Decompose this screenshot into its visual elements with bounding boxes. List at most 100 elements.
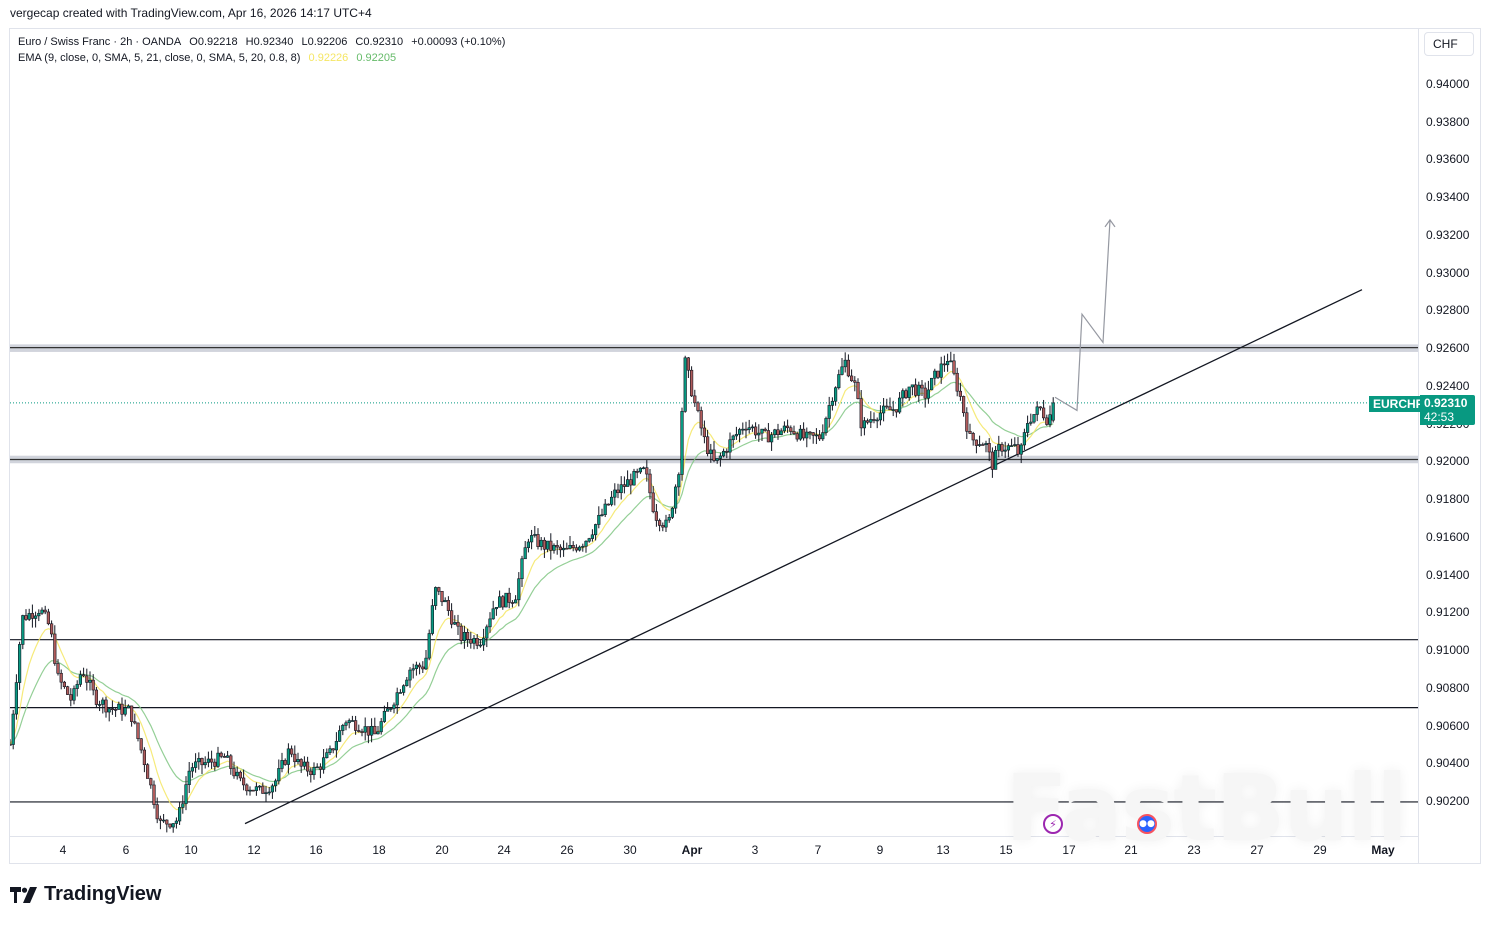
candle-body [1042, 407, 1046, 419]
candle-body [142, 749, 147, 766]
candle-body [741, 428, 745, 431]
candle-body [178, 807, 182, 822]
candle-body [923, 387, 927, 399]
time-tick: 12 [247, 843, 261, 857]
candle-body [427, 633, 431, 659]
candle-body [613, 489, 617, 498]
candle-body [757, 432, 761, 436]
currency-button[interactable]: CHF [1424, 32, 1474, 56]
candle-body [523, 547, 527, 560]
price-tick: 0.93200 [1426, 227, 1470, 242]
candle-body [130, 705, 134, 722]
price-tick: 0.90400 [1426, 756, 1470, 771]
candle-body [952, 360, 956, 374]
time-axis[interactable] [10, 836, 1418, 864]
candle-body [862, 420, 866, 429]
candle-body [536, 534, 540, 547]
chart-frame [9, 28, 1481, 864]
candle-body [197, 758, 201, 763]
chart-plot-area[interactable] [10, 29, 1418, 836]
candle-body [913, 384, 918, 396]
indicator-legend-row[interactable]: EMA (9, close, 0, SMA, 5, 21, close, 0, … [18, 50, 510, 66]
price-chart-canvas[interactable] [10, 29, 1418, 836]
time-tick: 6 [122, 843, 130, 857]
candle-body [133, 721, 137, 724]
candle-body [69, 694, 73, 701]
candle-body [462, 632, 467, 641]
candle-body [277, 768, 281, 782]
candle-body [574, 547, 578, 551]
candle-body [194, 761, 198, 768]
candle-body [40, 609, 44, 614]
candle-body [18, 644, 22, 683]
candle-body [395, 692, 399, 706]
candle-body [936, 370, 940, 378]
symbol-legend-row[interactable]: Euro / Swiss Franc · 2h · OANDA O0.92218… [18, 34, 510, 50]
time-tick: 13 [936, 843, 950, 857]
candle-body [165, 819, 169, 825]
candle-body [929, 377, 934, 391]
candle-body [1022, 432, 1026, 446]
candle-body [443, 600, 447, 603]
candle-body [88, 679, 92, 683]
candle-body [91, 679, 95, 691]
time-tick: Apr [681, 843, 703, 857]
candle-body [270, 785, 275, 793]
candle-body [1009, 445, 1014, 447]
candle-body [312, 767, 316, 776]
candle-body [146, 764, 150, 779]
candle-body [776, 429, 780, 436]
candle-body [158, 818, 163, 821]
candle-body [299, 759, 303, 767]
candle-body [337, 730, 342, 742]
candle-body [603, 503, 607, 515]
candle-body [606, 503, 610, 506]
candle-body [709, 449, 713, 454]
price-axis[interactable] [1418, 29, 1481, 863]
candle-body [213, 761, 217, 767]
price-tick: 0.91200 [1426, 605, 1470, 620]
ema-fast-value: 0.92226 [308, 52, 349, 64]
candle-body [53, 633, 57, 664]
candle-body [897, 397, 902, 413]
candle-body [686, 357, 690, 371]
tradingview-logo[interactable]: TradingView [10, 883, 161, 906]
candle-body [728, 439, 732, 453]
event-economic-icon[interactable]: ●● [1137, 814, 1157, 834]
candle-body [805, 431, 809, 439]
candle-body [1048, 414, 1052, 425]
candle-body [664, 519, 668, 528]
candle-body [328, 748, 332, 753]
time-tick: 20 [435, 843, 449, 857]
candle-body [162, 819, 166, 822]
price-tick: 0.92000 [1426, 454, 1470, 469]
time-tick: 17 [1062, 843, 1076, 857]
candle-body [725, 450, 729, 453]
candle-body [667, 517, 671, 521]
event-flash-icon[interactable]: ⚡ [1043, 814, 1063, 834]
candle-body [619, 484, 623, 494]
candle-body [965, 412, 969, 432]
candle-body [622, 484, 626, 487]
candle-body [75, 684, 79, 689]
candle-body [251, 789, 255, 792]
candle-body [565, 547, 569, 550]
candle-body [449, 610, 454, 625]
candle-body [33, 615, 38, 619]
candle-body [808, 431, 812, 434]
ema-slow-line [10, 381, 1054, 783]
candle-body [846, 359, 850, 377]
candle-body [485, 626, 489, 639]
candle-body [734, 434, 738, 437]
candle-body [865, 420, 870, 423]
candle-body [593, 524, 598, 536]
price-tick: 0.93400 [1426, 190, 1470, 205]
price-tick: 0.91400 [1426, 567, 1470, 582]
candle-body [600, 514, 604, 516]
candle-body [597, 514, 601, 525]
candle-body [120, 703, 124, 715]
candle-body [465, 632, 470, 640]
candle-body [357, 730, 361, 732]
low-value: L0.92206 [301, 36, 348, 48]
candle-body [795, 433, 799, 440]
